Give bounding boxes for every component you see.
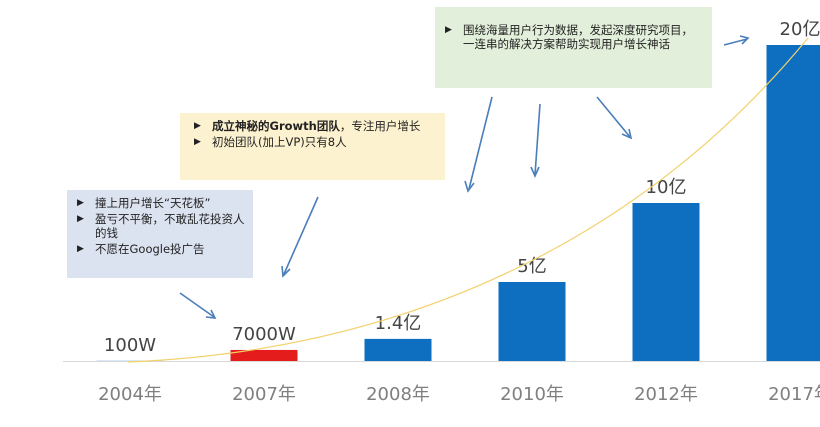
bar — [364, 338, 432, 361]
x-tick-label: 2017年 — [768, 384, 820, 405]
value-label: 20亿 — [780, 19, 820, 40]
bar — [498, 282, 566, 361]
value-label: 1.4亿 — [375, 313, 422, 334]
bullet-item: 围绕海量用户行为数据，发起深度研究项目，一连串的解决方案帮助实现用户增长神话 — [443, 23, 698, 51]
value-label: 5亿 — [517, 256, 546, 277]
bar — [766, 45, 820, 361]
bullet-item: 成立神秘的Growth团队，专注用户增长 — [192, 119, 431, 133]
x-tick-label: 2008年 — [366, 384, 430, 405]
x-tick-label: 2004年 — [98, 384, 162, 405]
bullet-item: 初始团队(加上VP)只有8人 — [192, 135, 431, 149]
x-tick-label: 2010年 — [500, 384, 564, 405]
callout: 成立神秘的Growth团队，专注用户增长初始团队(加上VP)只有8人 — [180, 113, 445, 180]
bar — [632, 203, 700, 361]
value-label: 10亿 — [646, 177, 687, 198]
bullet-text: ，专注用户增长 — [339, 119, 421, 133]
value-label: 100W — [104, 335, 156, 356]
bullet-item: 撞上用户增长“天花板” — [75, 196, 245, 210]
x-tick-label: 2012年 — [634, 384, 698, 405]
trend-curve — [127, 37, 809, 363]
x-tick-label: 2007年 — [232, 384, 296, 405]
bullet-list: 围绕海量用户行为数据，发起深度研究项目，一连串的解决方案帮助实现用户增长神话 — [443, 23, 698, 51]
callout: 围绕海量用户行为数据，发起深度研究项目，一连串的解决方案帮助实现用户增长神话 — [435, 7, 712, 88]
bullet-item: 不愿在Google投广告 — [75, 242, 245, 256]
callout: 撞上用户增长“天花板” 盈亏不平衡，不敢乱花投资人的钱不愿在Google投广告 — [67, 190, 253, 278]
bullet-item: 盈亏不平衡，不敢乱花投资人的钱 — [75, 212, 245, 240]
value-label: 7000W — [232, 324, 296, 345]
bullet-text: 成立神秘的Growth团队 — [212, 119, 340, 133]
bar — [230, 349, 298, 361]
arrows — [179, 35, 750, 319]
bullet-list: 成立神秘的Growth团队，专注用户增长初始团队(加上VP)只有8人 — [192, 119, 431, 149]
bullet-list: 撞上用户增长“天花板” 盈亏不平衡，不敢乱花投资人的钱不愿在Google投广告 — [75, 196, 245, 256]
